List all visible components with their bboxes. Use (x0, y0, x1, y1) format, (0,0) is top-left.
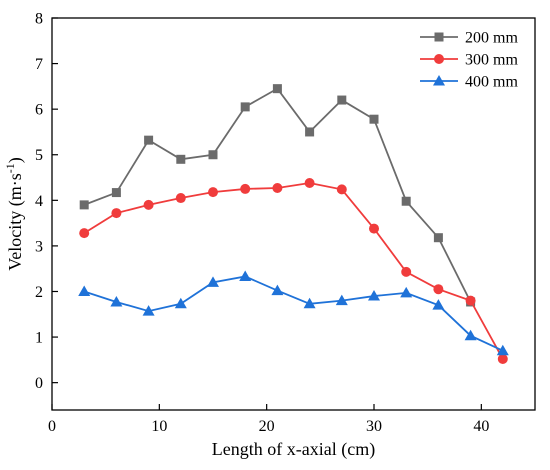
data-point (433, 233, 443, 243)
data-point (143, 199, 154, 210)
x-tick-label: 0 (48, 418, 56, 435)
series-circle (79, 178, 508, 364)
data-point (305, 127, 315, 137)
data-point (79, 228, 90, 239)
data-point (208, 150, 218, 160)
data-point (207, 276, 219, 287)
legend-entry: 300 mm (420, 52, 518, 69)
y-tick-label: 4 (35, 193, 43, 210)
data-point (78, 285, 91, 296)
y-tick-label: 5 (35, 147, 43, 164)
legend-entry: 200 mm (420, 30, 518, 47)
y-axis-title-close: ) (5, 157, 26, 163)
y-tick-label: 0 (35, 375, 43, 392)
data-point (335, 294, 348, 306)
y-tick-label: 3 (35, 238, 43, 255)
plot-frame (51, 17, 536, 411)
data-point (271, 284, 284, 296)
data-point (432, 299, 445, 310)
data-point (304, 178, 315, 189)
y-tick-label: 6 (35, 102, 43, 119)
data-point (337, 95, 347, 105)
y-tick-label: 7 (35, 56, 43, 73)
data-point (433, 284, 444, 295)
y-tick-label: 8 (35, 11, 43, 28)
data-point (336, 184, 347, 195)
legend: 200 mm 300 mm 400 mm (420, 30, 518, 91)
x-axis-title: Length of x-axial (cm) (212, 439, 375, 460)
data-point (464, 329, 477, 341)
x-tick-label: 40 (473, 418, 489, 435)
x-tick-label: 30 (366, 418, 382, 435)
data-point (208, 187, 218, 198)
data-point (401, 266, 412, 277)
data-point (496, 344, 509, 356)
data-point (465, 295, 476, 306)
data-point (239, 270, 252, 281)
data-point (174, 297, 187, 309)
data-point (110, 295, 123, 307)
data-point (240, 183, 251, 194)
data-point (240, 102, 250, 112)
plot-marks (78, 84, 509, 364)
y-axis-title-sup: -1 (3, 163, 17, 173)
series-line (83, 275, 504, 352)
x-tick-label: 20 (259, 418, 275, 435)
series-triangle (78, 270, 509, 356)
data-point (369, 223, 379, 234)
y-axis-title-text: Velocity (m·s (5, 173, 26, 270)
data-point (176, 154, 186, 164)
legend-marker (433, 75, 445, 86)
series-line (83, 182, 504, 360)
legend-marker (434, 54, 444, 64)
data-point (175, 193, 186, 204)
data-point (400, 286, 413, 298)
legend-entry: 400 mm (420, 74, 518, 91)
y-tick-label: 2 (35, 284, 43, 301)
data-point (142, 305, 155, 316)
y-tick-label: 1 (35, 330, 43, 347)
data-point (369, 114, 379, 124)
data-point (111, 208, 122, 219)
data-point (272, 84, 282, 94)
legend-label: 300 mm (465, 52, 518, 69)
legend-label: 400 mm (465, 74, 518, 91)
data-point (497, 353, 508, 364)
data-point (303, 297, 316, 309)
y-axis-title: Velocity (m·s-1) (3, 157, 26, 270)
data-point (272, 183, 283, 194)
series-line (83, 87, 472, 303)
x-tick-label: 10 (151, 418, 167, 435)
legend-marker (434, 32, 444, 42)
data-point (368, 290, 380, 301)
data-point (79, 200, 89, 210)
data-point (144, 135, 154, 145)
data-point (401, 196, 411, 206)
legend-label: 200 mm (465, 30, 518, 47)
data-point (111, 188, 121, 198)
series-square (79, 84, 476, 307)
axes: 0 10 20 30 40 0 1 2 3 4 5 6 7 8 (35, 11, 489, 436)
